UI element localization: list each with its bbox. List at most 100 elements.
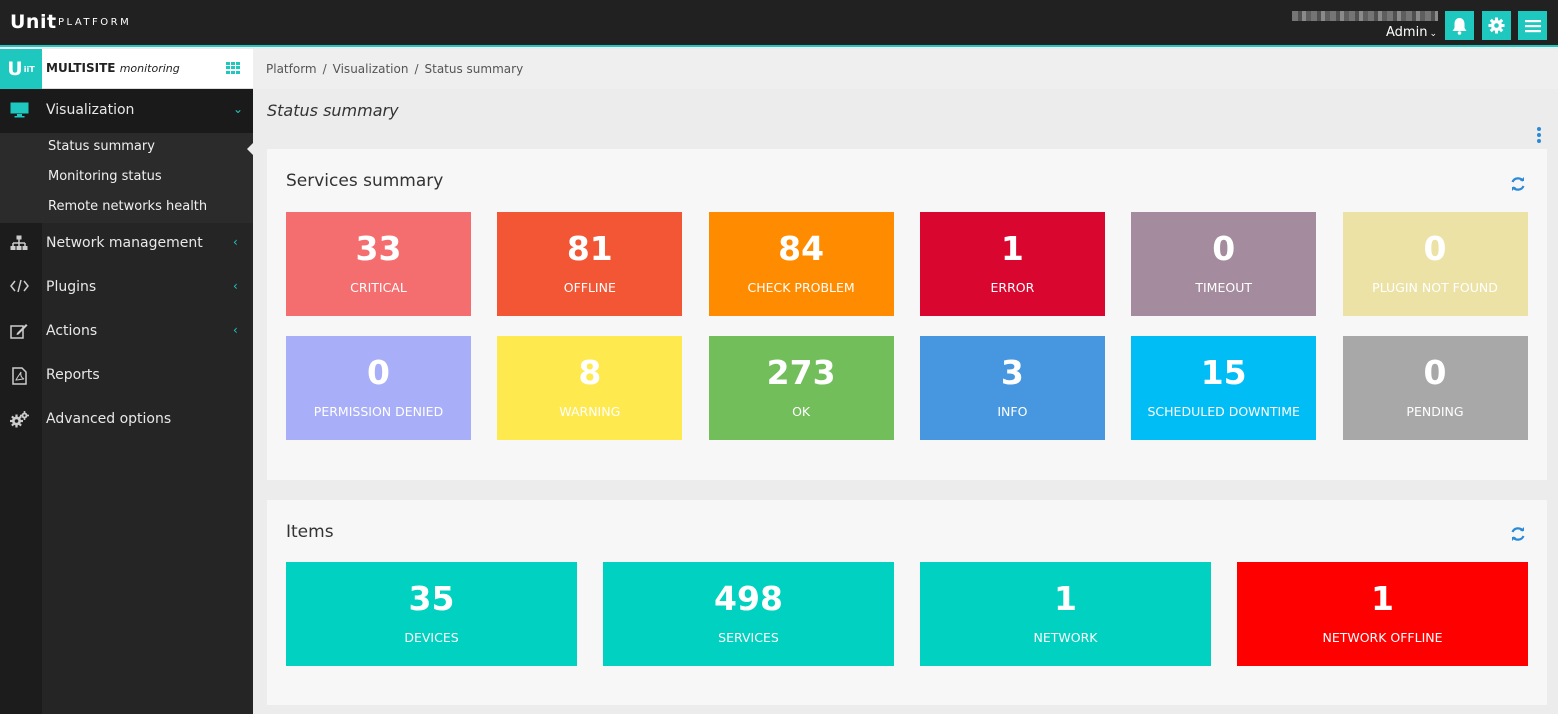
chevron-left-icon: ‹: [233, 279, 238, 293]
sidebar-item-visualization[interactable]: Visualization ⌄: [0, 91, 253, 131]
status-tile-check-problem[interactable]: 84 CHECK PROBLEM: [708, 212, 894, 316]
sidebar-item-label: Advanced options: [46, 411, 172, 427]
tile-label: NETWORK OFFLINE: [1322, 630, 1443, 645]
chevron-left-icon: ‹: [233, 323, 238, 337]
tile-label: PERMISSION DENIED: [313, 404, 444, 419]
status-tile-devices[interactable]: 35 DEVICES: [286, 562, 577, 666]
menu-button[interactable]: [1518, 11, 1547, 40]
module-name-main: MULTISITE: [46, 61, 116, 75]
submenu-item-monitoring-status[interactable]: Monitoring status: [48, 169, 162, 184]
status-tile-critical[interactable]: 33 CRITICAL: [286, 212, 471, 316]
sidebar-item-label: Plugins: [46, 279, 97, 295]
status-tile-scheduled-downtime[interactable]: 15 SCHEDULED DOWNTIME: [1131, 336, 1317, 440]
tile-label: CHECK PROBLEM: [747, 280, 855, 295]
status-tile-ok[interactable]: 273 OK: [708, 336, 894, 440]
status-tile-pending[interactable]: 0 PENDING: [1342, 336, 1528, 440]
status-tile-error[interactable]: 1 ERROR: [919, 212, 1105, 316]
sidebar-active-section: [0, 89, 253, 133]
tile-label: SCHEDULED DOWNTIME: [1147, 404, 1300, 419]
hamburger-icon: [1524, 19, 1541, 32]
chevron-left-icon: ‹: [233, 235, 238, 249]
kebab-menu-icon[interactable]: [1537, 127, 1541, 145]
status-tile-timeout[interactable]: 0 TIMEOUT: [1131, 212, 1317, 316]
tile-label: OK: [792, 404, 811, 419]
tile-count: 0: [367, 353, 390, 392]
tile-count: 0: [1423, 229, 1447, 268]
status-tile-plugin-not-found[interactable]: 0 PLUGIN NOT FOUND: [1342, 212, 1528, 316]
sidebar-item-advanced-options[interactable]: Advanced options: [0, 400, 253, 440]
refresh-icon[interactable]: [1510, 526, 1526, 542]
tile-count: 0: [1423, 353, 1447, 392]
tile-label: TIMEOUT: [1195, 280, 1252, 295]
services-summary-title: Services summary: [286, 171, 444, 191]
tile-count: 33: [355, 229, 402, 268]
tile-count: 35: [408, 579, 455, 618]
sidebar-item-label: Actions: [46, 323, 98, 339]
notifications-button[interactable]: [1445, 11, 1474, 40]
sidebar-item-label: Network management: [46, 235, 203, 251]
tile-label: OFFLINE: [563, 280, 616, 295]
breadcrumb-status-summary: Status summary: [424, 62, 524, 76]
module-logo-sup: iiT: [23, 64, 35, 74]
items-title: Items: [286, 522, 334, 542]
sidebar-item-reports[interactable]: Reports: [0, 356, 253, 396]
tile-count: 1: [1000, 229, 1024, 268]
sidebar-item-label: Visualization: [46, 102, 135, 118]
page-title: Status summary: [267, 101, 399, 120]
breadcrumb-visualization[interactable]: Visualization: [332, 62, 409, 76]
status-tile-offline[interactable]: 81 OFFLINE: [497, 212, 683, 316]
tile-label: NETWORK: [1033, 630, 1098, 645]
blurred-username: [1292, 11, 1438, 21]
tile-label: WARNING: [559, 404, 621, 419]
tile-count: 15: [1200, 353, 1247, 392]
edit-icon: [9, 323, 29, 341]
sitemap-icon: [9, 235, 29, 253]
settings-button[interactable]: [1482, 11, 1511, 40]
tile-count: 3: [1000, 353, 1024, 392]
user-menu[interactable]: Admin ⌄: [1386, 25, 1437, 40]
status-tile-info[interactable]: 3 INFO: [919, 336, 1105, 440]
status-tile-services[interactable]: 498 SERVICES: [603, 562, 894, 666]
tile-label: PLUGIN NOT FOUND: [1372, 280, 1498, 295]
chevron-down-icon: ⌄: [233, 102, 244, 116]
tile-label: PENDING: [1406, 404, 1464, 419]
module-name: MULTISITE monitoring: [46, 61, 180, 75]
gear-icon: [1488, 17, 1505, 34]
module-name-suffix: monitoring: [119, 62, 180, 75]
breadcrumb: Platform / Visualization / Status summary: [266, 62, 524, 76]
sidebar-item-actions[interactable]: Actions ‹: [0, 312, 253, 352]
services-summary-card: Services summary: [267, 149, 1547, 480]
status-tile-permission-denied[interactable]: 0 PERMISSION DENIED: [286, 336, 471, 440]
sidebar-item-plugins[interactable]: Plugins ‹: [0, 268, 253, 308]
visualization-submenu: Status summary Monitoring status Remote …: [0, 133, 253, 223]
refresh-icon[interactable]: [1510, 176, 1526, 192]
status-tile-warning[interactable]: 8 WARNING: [497, 336, 683, 440]
module-logo-letter: U: [7, 58, 23, 80]
breadcrumb-bar: Platform / Visualization / Status summary: [253, 49, 1558, 89]
tile-label: CRITICAL: [350, 280, 407, 295]
tile-label: SERVICES: [718, 630, 779, 645]
sidebar-item-label: Reports: [46, 367, 100, 383]
tile-label: INFO: [997, 404, 1028, 419]
user-menu-label: Admin: [1386, 25, 1428, 40]
sidebar-item-network-management[interactable]: Network management ‹: [0, 224, 253, 264]
pdf-file-icon: [9, 367, 29, 385]
app-logo[interactable]: Unit: [10, 11, 57, 33]
submenu-item-remote-networks-health[interactable]: Remote networks health: [48, 199, 208, 214]
chevron-down-icon: ⌄: [1429, 29, 1437, 39]
tile-label: ERROR: [990, 280, 1035, 295]
tile-count: 0: [1212, 229, 1236, 268]
top-bar: Unit PLATFORM Admin ⌄: [0, 0, 1558, 47]
status-tile-network[interactable]: 1 NETWORK: [920, 562, 1211, 666]
tile-count: 84: [778, 229, 825, 268]
app-logo-subtitle: PLATFORM: [58, 17, 132, 28]
tile-label: DEVICES: [404, 630, 459, 645]
submenu-item-status-summary[interactable]: Status summary: [48, 139, 155, 154]
status-tile-network-offline[interactable]: 1 NETWORK OFFLINE: [1237, 562, 1528, 666]
breadcrumb-platform[interactable]: Platform: [266, 62, 317, 76]
apps-grid-icon[interactable]: [226, 62, 240, 74]
tile-count: 8: [578, 353, 602, 392]
